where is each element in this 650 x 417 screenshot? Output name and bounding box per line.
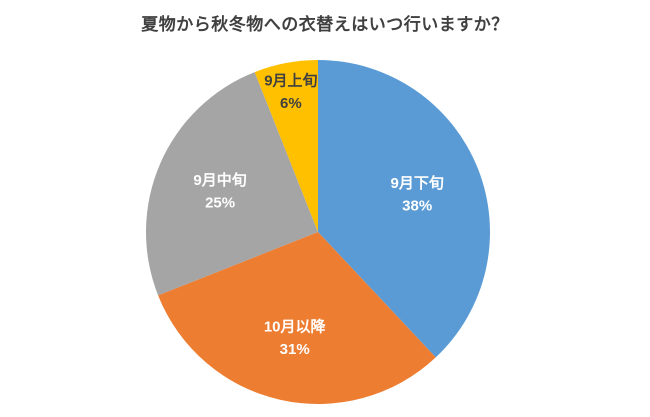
slice-label: 9月上旬 6% [264,72,317,113]
pie-slice [146,72,318,296]
slice-label: 9月中旬 25% [193,171,246,212]
slice-label: 10月以降 31% [264,318,327,359]
pie-slice [318,60,490,358]
chart-title: 夏物から秋冬物への衣替えはいつ行いますか？ [141,15,509,34]
pie-slice [254,60,318,232]
pie-slice [158,232,436,404]
slice-label: 9月下旬 38% [391,174,444,215]
